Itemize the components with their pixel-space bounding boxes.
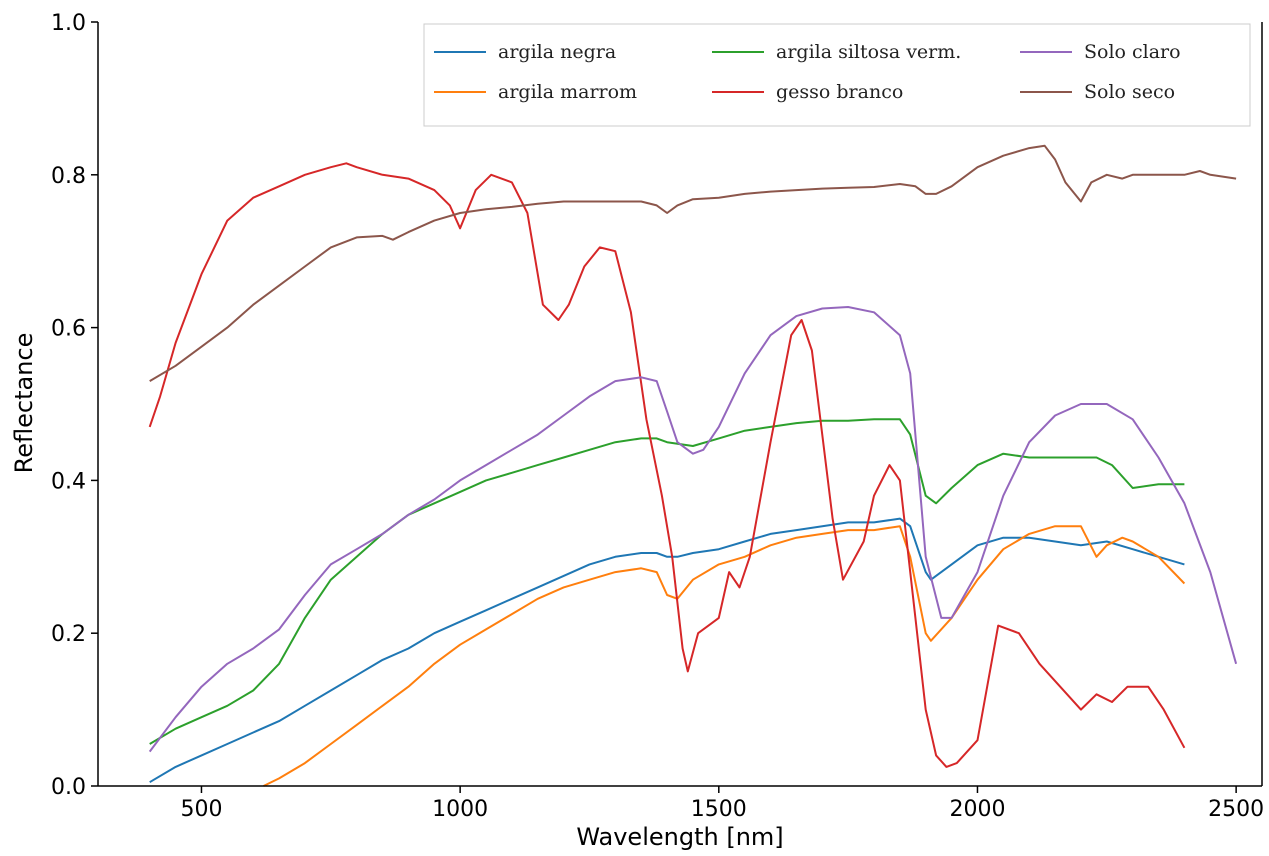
series-line-solo-claro (148, 306, 1238, 753)
legend-frame (423, 23, 1251, 127)
x-tick-label: 1500 (691, 797, 747, 822)
x-tick-label: 2000 (949, 797, 1005, 822)
x-tick-label: 1000 (432, 797, 488, 822)
legend-label-solo-claro: Solo claro (1084, 41, 1181, 63)
y-axis-label: Reflectance (10, 333, 38, 474)
y-tick-label: 0.4 (51, 469, 86, 494)
x-axis-label: Wavelength [nm] (576, 823, 783, 851)
legend-label-argila-negra: argila negra (498, 41, 616, 63)
legend: argila negra argila marrom argila siltosa … (423, 23, 1251, 127)
series-line-gesso-branco (148, 162, 1186, 768)
series-line-argila-negra (149, 517, 1185, 784)
series-line-argila-siltosa-verm (149, 418, 1185, 745)
ticks-layer: 500 1000 1500 2000 2500 0.0 0.2 0.4 0.6 0.8 1.0 (51, 11, 1264, 822)
y-tick-label: 0.8 (51, 164, 86, 189)
x-tick-label: 500 (180, 797, 222, 822)
y-tick-label: 0.0 (51, 775, 86, 800)
y-tick-label: 0.6 (51, 317, 86, 342)
axes-layer (97, 22, 1263, 787)
legend-label-argila-marrom: argila marrom (498, 81, 637, 103)
x-tick-label: 2500 (1208, 797, 1264, 822)
series-line-solo-seco (149, 144, 1237, 382)
series-line-argila-marrom (263, 525, 1186, 787)
legend-label-solo-seco: Solo seco (1084, 81, 1175, 103)
y-tick-label: 0.2 (51, 622, 86, 647)
legend-label-gesso-branco: gesso branco (776, 81, 903, 103)
series-layer (148, 144, 1238, 787)
y-tick-label: 1.0 (51, 11, 86, 36)
legend-items: argila negra argila marrom argila siltosa … (434, 41, 1181, 103)
legend-label-argila-siltosa-verm: argila siltosa verm. (776, 41, 961, 63)
